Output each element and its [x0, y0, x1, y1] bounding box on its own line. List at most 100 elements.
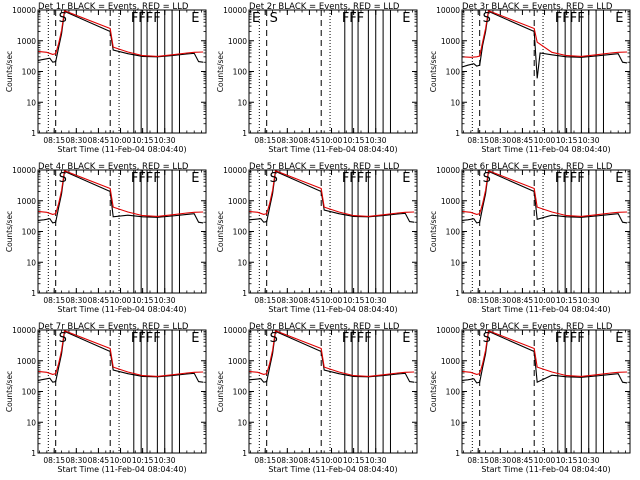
events-series-line [38, 170, 204, 224]
plot-area [38, 170, 204, 293]
x-axis-label: Start Time (11-Feb-04 08:04:40) [57, 305, 186, 314]
x-tick-label: 08:30 [490, 456, 512, 465]
y-tick-label: 1000 [228, 197, 247, 206]
plot-area [462, 330, 628, 453]
x-tick-label: 08:45 [299, 136, 321, 145]
marker-letters: FFFF [342, 331, 372, 346]
x-tick-label: 10:15 [132, 456, 154, 465]
marker-letters: E [252, 11, 260, 26]
events-series-line [462, 170, 628, 224]
x-tick-label: 10:15 [556, 136, 578, 145]
y-tick-label: 10000 [12, 166, 36, 175]
x-tick-label: 08:15 [467, 456, 489, 465]
lld-series-line [462, 10, 628, 58]
x-axis-label: Start Time (11-Feb-04 08:04:40) [268, 145, 397, 154]
panel-frame [37, 9, 207, 134]
y-axis-label: Counts/sec [5, 211, 14, 252]
y-tick-label: 10 [26, 418, 36, 427]
x-tick-label: 10:30 [578, 136, 600, 145]
x-tick-label: 08:30 [66, 456, 88, 465]
y-tick-label: 10 [450, 418, 460, 427]
x-tick-label: 08:45 [299, 456, 321, 465]
lld-series-line [38, 330, 204, 377]
y-tick-label: 1 [31, 289, 36, 298]
x-tick-label: 10:30 [365, 136, 387, 145]
marker-letters: S [483, 11, 491, 26]
y-tick-label: 10 [26, 98, 36, 107]
x-tick-label: 10:00 [110, 136, 132, 145]
marker-letters: E [402, 331, 410, 346]
y-axis-label: Counts/sec [216, 371, 225, 412]
x-tick-label: 08:30 [490, 296, 512, 305]
y-tick-label: 10 [450, 258, 460, 267]
marker-letters: FFFF [555, 11, 585, 26]
panel-title: Det 5r BLACK = Events, RED = LLD [249, 162, 400, 172]
marker-letters: S [483, 331, 491, 346]
y-tick-label: 10000 [436, 326, 460, 335]
y-tick-label: 1 [31, 129, 36, 138]
plot-area [38, 330, 204, 453]
x-axis-label: Start Time (11-Feb-04 08:04:40) [268, 305, 397, 314]
panel-frame [248, 9, 418, 134]
y-tick-label: 10000 [12, 6, 36, 15]
x-tick-label: 10:15 [343, 136, 365, 145]
plot-area [462, 10, 628, 133]
x-tick-label: 10:30 [154, 136, 176, 145]
x-tick-label: 08:45 [512, 456, 534, 465]
y-axis-label: Counts/sec [5, 51, 14, 92]
marker-letters: S [59, 11, 67, 26]
marker-letters: E [191, 11, 199, 26]
marker-letters: FFFF [342, 171, 372, 186]
y-tick-label: 100 [22, 388, 37, 397]
y-tick-label: 100 [446, 388, 461, 397]
panel-frame [37, 329, 207, 454]
x-axis-label: Start Time (11-Feb-04 08:04:40) [481, 305, 610, 314]
y-tick-label: 1000 [17, 197, 36, 206]
y-tick-label: 100 [233, 388, 248, 397]
x-tick-label: 08:45 [299, 296, 321, 305]
y-axis-label: Counts/sec [5, 371, 14, 412]
marker-letters: S [270, 331, 278, 346]
panel-title: Det 8r BLACK = Events, RED = LLD [249, 322, 400, 332]
panel-frame [461, 169, 631, 294]
y-axis-label: Counts/sec [429, 211, 438, 252]
y-tick-label: 100 [233, 68, 248, 77]
y-tick-label: 1 [455, 449, 460, 458]
y-axis-label: Counts/sec [216, 211, 225, 252]
y-axis-label: Counts/sec [216, 51, 225, 92]
y-tick-label: 10000 [436, 6, 460, 15]
x-tick-label: 08:15 [467, 296, 489, 305]
y-axis-label: Counts/sec [429, 51, 438, 92]
x-tick-label: 08:15 [254, 456, 276, 465]
y-tick-label: 10000 [223, 6, 247, 15]
events-series-line [462, 10, 628, 79]
x-tick-label: 10:30 [154, 456, 176, 465]
x-tick-label: 10:15 [556, 296, 578, 305]
y-tick-label: 10 [450, 98, 460, 107]
panel-title: Det 3r BLACK = Events, RED = LLD [462, 2, 613, 12]
marker-letters: S [59, 171, 67, 186]
plot-area [38, 10, 204, 133]
x-tick-label: 08:15 [254, 136, 276, 145]
x-tick-label: 08:15 [467, 136, 489, 145]
x-tick-label: 10:00 [321, 456, 343, 465]
panel-frame [248, 329, 418, 454]
x-tick-label: 10:00 [110, 456, 132, 465]
y-tick-label: 100 [446, 68, 461, 77]
x-tick-label: 10:30 [578, 296, 600, 305]
marker-letters: FFFF [555, 171, 585, 186]
y-tick-label: 1 [455, 129, 460, 138]
x-tick-label: 10:15 [132, 296, 154, 305]
x-axis-label: Start Time (11-Feb-04 08:04:40) [57, 465, 186, 474]
events-series-line [462, 330, 628, 384]
x-tick-label: 08:30 [277, 296, 299, 305]
marker-letters: S [59, 331, 67, 346]
x-tick-label: 08:30 [66, 296, 88, 305]
y-tick-label: 10000 [436, 166, 460, 175]
marker-letters: FFF [342, 11, 364, 26]
y-tick-label: 1000 [17, 357, 36, 366]
